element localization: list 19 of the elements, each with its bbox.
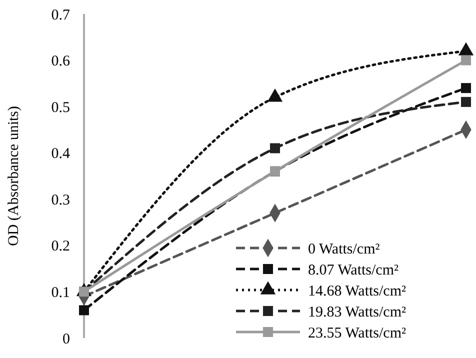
- y-tick-label: 0.3: [51, 192, 70, 208]
- y-tick-label: 0.6: [51, 54, 70, 70]
- y-tick-label: 0.1: [51, 284, 70, 301]
- legend-label: 14.68 Watts/cm²: [308, 283, 407, 300]
- y-axis-title: OD (Absorbance units): [6, 106, 22, 246]
- legend-label: 19.83 Watts/cm²: [308, 304, 407, 320]
- legend-label: 8.07 Watts/cm²: [308, 262, 400, 278]
- point: [461, 55, 471, 66]
- y-tick-label: 0.4: [51, 146, 70, 162]
- point: [461, 96, 471, 107]
- y-tick-label: 0: [62, 331, 70, 348]
- legend-label: 0 Watts/cm²: [308, 241, 380, 258]
- legend-label: 23.55 Watts/cm²: [308, 325, 407, 342]
- y-tick-label: 0.5: [51, 100, 70, 116]
- point: [79, 305, 89, 316]
- y-tick-label: 0.7: [51, 7, 70, 24]
- point: [270, 143, 280, 154]
- y-tick-label: 0.2: [51, 238, 70, 255]
- point: [461, 83, 471, 94]
